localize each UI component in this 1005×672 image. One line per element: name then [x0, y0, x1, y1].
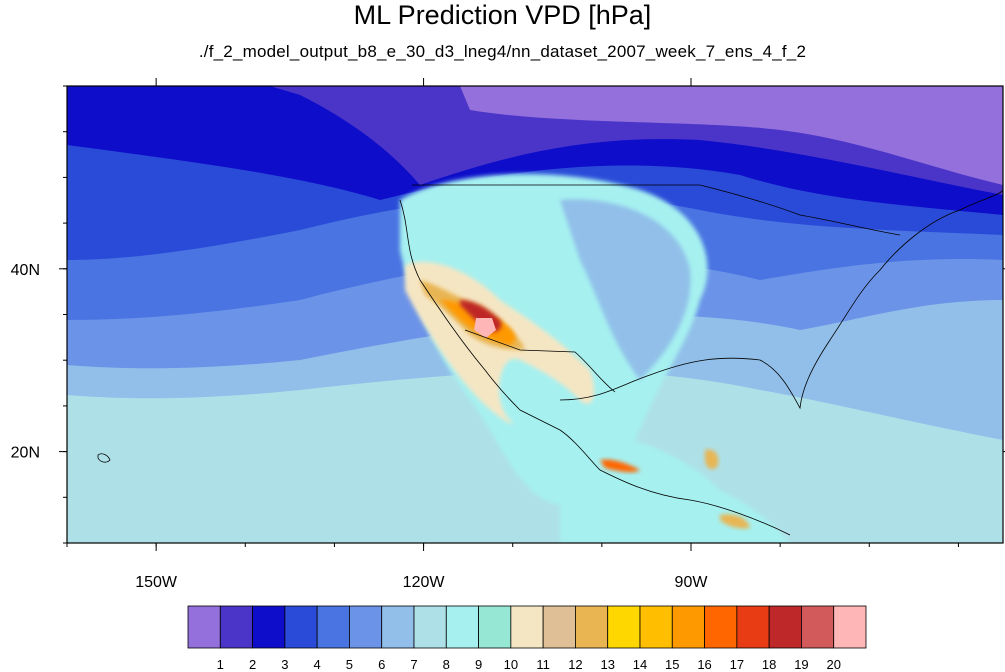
colorbar-swatch — [316, 605, 350, 649]
colorbar-swatch — [445, 605, 479, 649]
colorbar-swatch — [575, 605, 609, 649]
colorbar-label: 18 — [762, 657, 776, 672]
map-outlines — [97, 184, 1003, 536]
colorbar-swatch — [736, 605, 770, 649]
colorbar-label: 1 — [217, 657, 224, 672]
field-hot-region — [600, 459, 640, 473]
colorbar-label: 17 — [730, 657, 744, 672]
axes-ticks: 150W 120W 90W 40N 20N — [11, 78, 1005, 591]
field-hot-region — [474, 318, 496, 338]
us-canada-border — [412, 184, 901, 236]
colorbar-label: 14 — [633, 657, 647, 672]
colorbar-swatch — [381, 605, 415, 649]
colorbar-swatch — [349, 605, 383, 649]
field-hot-region — [705, 449, 719, 470]
colorbar-swatch — [478, 605, 512, 649]
colorbar-swatch — [671, 605, 705, 649]
vpd-field — [67, 86, 1003, 543]
colorbar-label: 20 — [826, 657, 840, 672]
us-mexico-border — [464, 329, 616, 393]
y-tick-label: 40N — [11, 262, 40, 279]
colorbar-label: 5 — [346, 657, 353, 672]
colorbar-swatch — [801, 605, 835, 649]
colorbar-swatch — [284, 605, 318, 649]
colorbar-label: 8 — [443, 657, 450, 672]
colorbar-swatch — [187, 605, 221, 649]
colorbar-label: 2 — [249, 657, 256, 672]
colorbar-label: 15 — [665, 657, 679, 672]
colorbar-label: 11 — [536, 657, 550, 672]
field-band-ocean — [460, 86, 1003, 185]
colorbar-swatch — [542, 605, 576, 649]
x-tick-label: 120W — [403, 574, 446, 591]
colorbar: 1 2 3 4 5 6 7 8 9 10 11 12 13 14 15 16 17 18 19 20 — [187, 605, 867, 672]
colorbar-swatch — [607, 605, 641, 649]
colorbar-label: 13 — [600, 657, 614, 672]
colorbar-label: 16 — [697, 657, 711, 672]
colorbar-swatch — [252, 605, 286, 649]
colorbar-label: 19 — [794, 657, 808, 672]
north-america-coastline — [399, 189, 1003, 536]
colorbar-label: 9 — [475, 657, 482, 672]
colorbar-swatch — [219, 605, 253, 649]
chart-title: ML Prediction VPD [hPa] — [353, 0, 652, 30]
colorbar-label: 3 — [281, 657, 288, 672]
field-land-interior — [560, 199, 691, 380]
colorbar-label: 10 — [504, 657, 518, 672]
field-hot-region — [720, 514, 750, 529]
colorbar-label: 12 — [568, 657, 582, 672]
colorbar-swatch — [833, 605, 867, 649]
colorbar-label: 4 — [314, 657, 321, 672]
y-tick-label: 20N — [11, 445, 40, 462]
hawaii-island-outline — [97, 453, 111, 463]
colorbar-swatch — [510, 605, 544, 649]
colorbar-swatch — [768, 605, 802, 649]
colorbar-swatch — [704, 605, 738, 649]
chart-subtitle: ./f_2_model_output_b8_e_30_d3_lneg4/nn_d… — [198, 42, 807, 61]
colorbar-swatch — [639, 605, 673, 649]
x-tick-label: 150W — [135, 574, 178, 591]
colorbar-label: 6 — [378, 657, 385, 672]
x-tick-label: 90W — [675, 574, 709, 591]
colorbar-swatch — [413, 605, 447, 649]
colorbar-label: 7 — [410, 657, 417, 672]
